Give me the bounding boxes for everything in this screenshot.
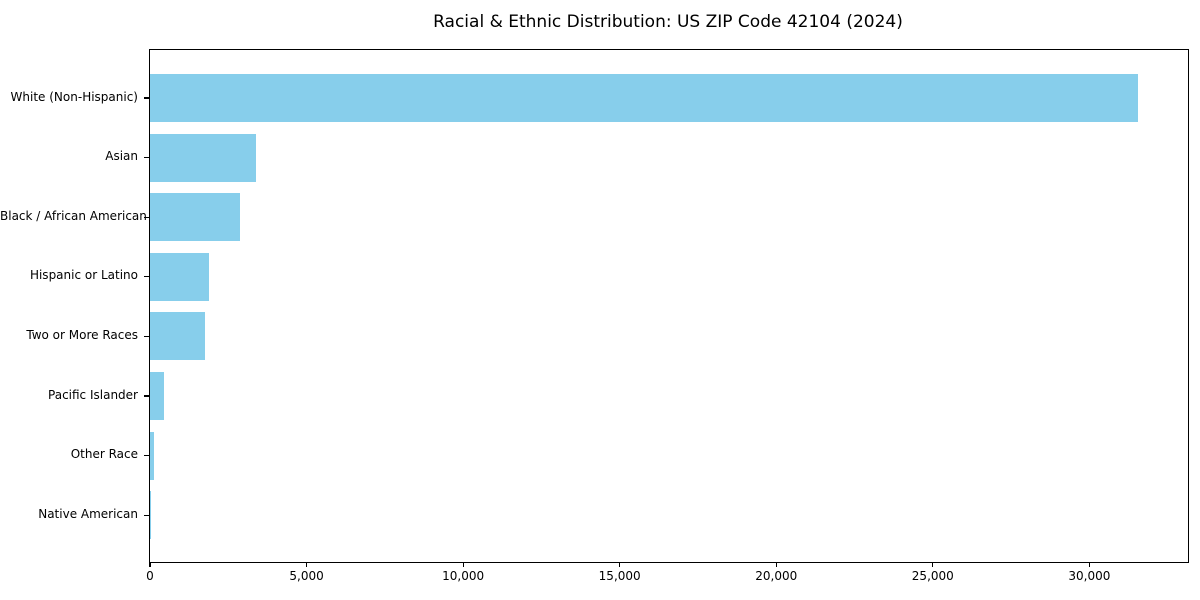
- bar: [150, 193, 241, 242]
- x-tick-label: 30,000: [1068, 569, 1111, 583]
- x-tick-label: 15,000: [598, 569, 641, 583]
- bar: [150, 312, 205, 361]
- y-tick-label: Native American: [38, 506, 138, 521]
- y-tick-label: White (Non-Hispanic): [10, 89, 138, 104]
- bar: [150, 431, 154, 480]
- bar: [150, 372, 165, 420]
- chart-title: Racial & Ethnic Distribution: US ZIP Cod…: [433, 12, 903, 32]
- y-tick-mark: [143, 157, 149, 159]
- bar: [150, 252, 210, 301]
- x-tick-mark: [462, 562, 464, 567]
- y-tick-mark: [143, 395, 149, 397]
- bar: [150, 74, 1138, 122]
- bar: [150, 133, 257, 182]
- x-tick-mark: [619, 562, 621, 567]
- x-tick-label: 25,000: [911, 569, 954, 583]
- y-tick-label: Hispanic or Latino: [29, 268, 138, 283]
- x-tick-mark: [1088, 562, 1090, 567]
- y-tick-label: Two or More Races: [26, 327, 138, 342]
- y-tick-mark: [143, 276, 149, 278]
- y-tick-label: Other Race: [70, 447, 138, 462]
- x-tick-label: 20,000: [755, 569, 798, 583]
- plot-area: 0 5,000 10,000 15,000 20,000 25,000 30,000: [143, 49, 1189, 583]
- x-tick-mark: [775, 562, 777, 567]
- x-tick-label: 0: [146, 569, 154, 583]
- y-tick-label: Black / African American: [0, 208, 147, 223]
- y-tick-mark: [143, 216, 149, 218]
- y-tick-label: Asian: [105, 149, 138, 164]
- x-tick-mark: [932, 562, 934, 567]
- x-tick-label: 5,000: [289, 569, 324, 583]
- x-tick-mark: [305, 562, 308, 567]
- y-tick-label: Pacific Islander: [48, 387, 138, 402]
- x-tick-label: 10,000: [442, 569, 485, 583]
- x-tick-mark: [149, 562, 151, 567]
- y-tick-mark: [143, 514, 149, 516]
- y-tick-mark: [143, 335, 149, 337]
- y-tick-mark: [143, 455, 149, 457]
- y-tick-mark: [143, 97, 149, 99]
- bar: [150, 491, 151, 540]
